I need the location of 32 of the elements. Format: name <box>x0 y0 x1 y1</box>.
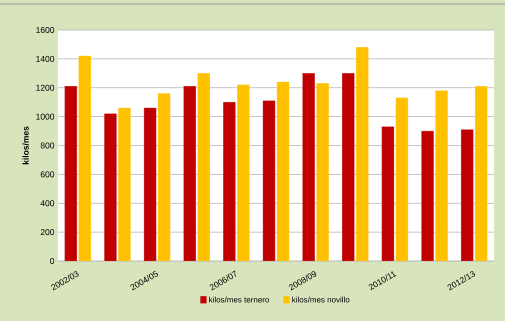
y-tick-label: 1400 <box>36 56 54 62</box>
bar <box>302 73 315 261</box>
bar <box>237 84 250 261</box>
y-tick-label: 800 <box>40 142 54 148</box>
bar <box>435 90 448 261</box>
y-tick-label: 1600 <box>36 27 54 33</box>
bar <box>118 108 131 261</box>
bar <box>396 98 408 261</box>
bar <box>64 86 78 261</box>
bar <box>382 126 394 261</box>
bar <box>316 83 329 261</box>
y-tick-label: 600 <box>40 171 54 178</box>
bar <box>460 129 474 261</box>
bar <box>158 93 170 261</box>
bar <box>356 47 368 261</box>
y-tick-label: 0 <box>50 258 54 264</box>
y-axis-title: kilos/mes <box>22 126 29 164</box>
bar <box>474 86 488 261</box>
bar <box>342 73 354 261</box>
y-tick-label: 1200 <box>36 84 54 91</box>
bar <box>421 130 434 261</box>
bar <box>198 73 210 261</box>
bar <box>223 102 236 261</box>
y-tick-label: 200 <box>40 229 54 236</box>
y-tick-label: 1000 <box>36 114 54 120</box>
bar <box>144 108 156 261</box>
bar <box>104 114 117 261</box>
bar <box>184 86 196 261</box>
y-tick-label: 400 <box>40 200 54 206</box>
bar <box>276 82 290 261</box>
bar <box>78 56 92 261</box>
bar <box>262 100 276 261</box>
